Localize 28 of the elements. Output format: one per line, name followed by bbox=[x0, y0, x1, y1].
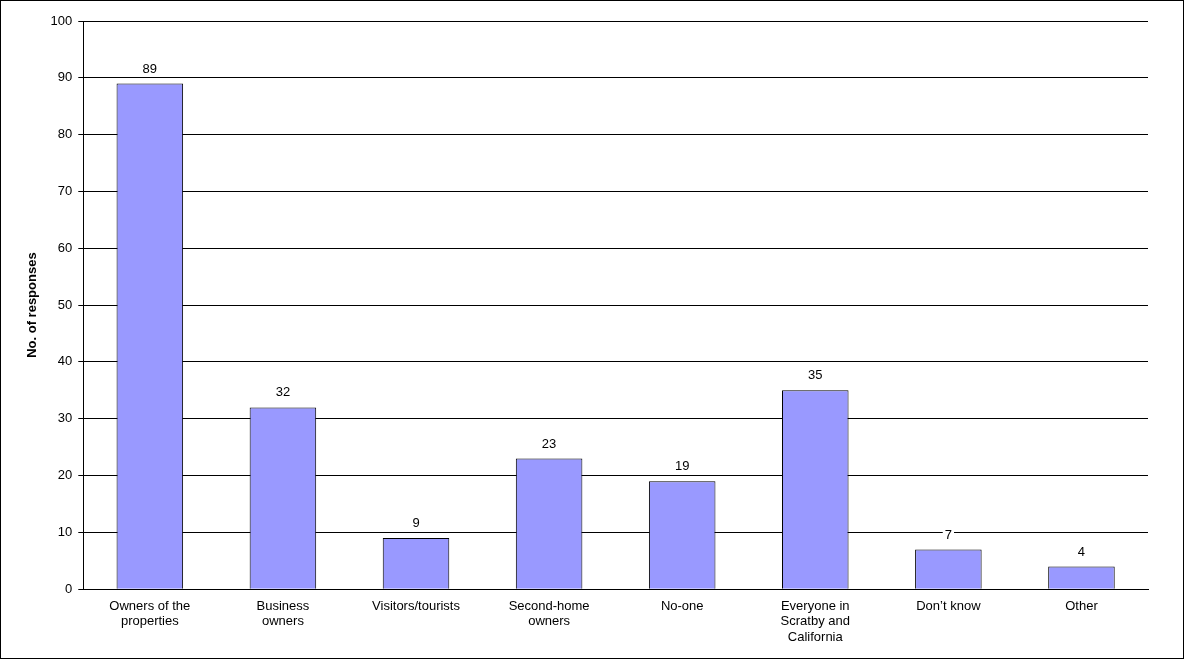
data-label: 19 bbox=[674, 458, 690, 474]
data-label: 32 bbox=[275, 384, 291, 400]
y-tick-label: 90 bbox=[57, 69, 73, 85]
data-label: 4 bbox=[1077, 543, 1086, 559]
y-tick-label: 70 bbox=[57, 183, 73, 199]
x-tick-label: Visitors/tourists bbox=[372, 597, 461, 613]
x-tick-label: Second-home owners bbox=[508, 597, 590, 629]
y-tick-label: 100 bbox=[50, 12, 73, 28]
x-tick-label: Business owners bbox=[256, 597, 310, 629]
y-tick-label: 40 bbox=[57, 353, 73, 369]
y-tick-label: 20 bbox=[57, 467, 73, 483]
x-tick-label: Don’t know bbox=[916, 597, 982, 613]
y-tick-label: 80 bbox=[57, 126, 73, 142]
x-tick-label: Other bbox=[1065, 597, 1099, 613]
y-tick-label: 50 bbox=[57, 296, 73, 312]
data-label: 23 bbox=[541, 435, 557, 451]
data-label: 7 bbox=[944, 526, 952, 542]
data-label: 35 bbox=[808, 367, 823, 383]
x-tick-label: Everyone in Scratby and California bbox=[780, 597, 850, 644]
data-label: 9 bbox=[412, 515, 420, 531]
y-axis-title: No. of responses bbox=[24, 252, 40, 358]
y-tick-label: 0 bbox=[65, 580, 73, 596]
x-tick-label: Owners of the properties bbox=[109, 597, 191, 629]
y-tick-label: 10 bbox=[57, 523, 73, 539]
y-tick-label: 30 bbox=[57, 410, 73, 426]
data-label: 89 bbox=[142, 60, 158, 76]
y-tick-label: 60 bbox=[57, 239, 73, 255]
x-tick-label: No-one bbox=[660, 597, 704, 613]
